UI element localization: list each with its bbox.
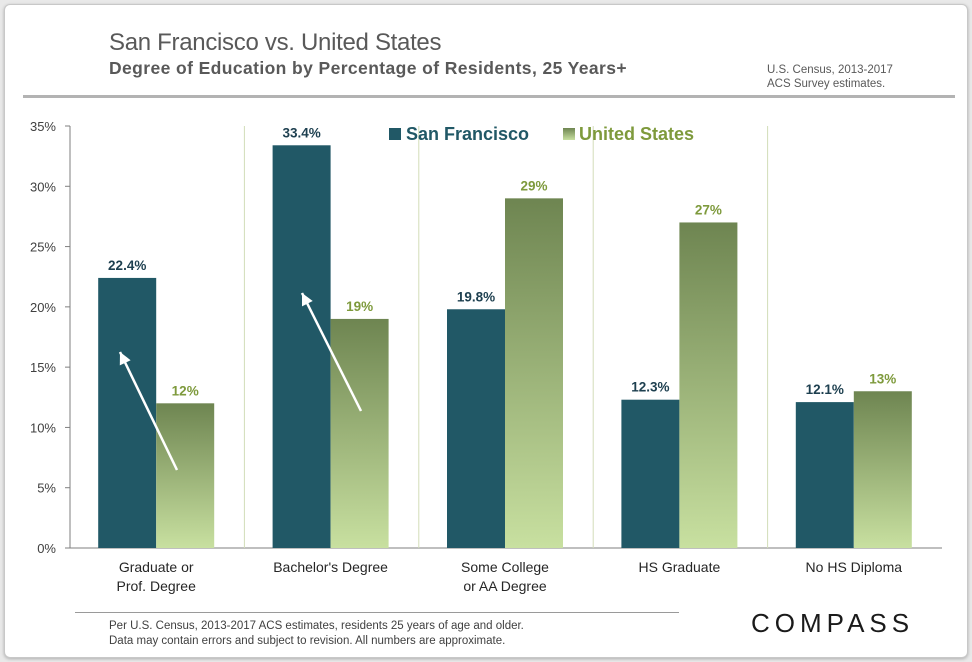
chart-frame: San Francisco vs. United States Degree o… [4,4,968,658]
legend-label-san-francisco: San Francisco [406,124,529,144]
y-tick-label: 0% [37,541,56,556]
source-note: U.S. Census, 2013-2017 ACS Survey estima… [767,63,893,91]
bar-san-francisco [98,277,157,548]
data-label-united-states: 29% [520,178,547,193]
bar-united-states [853,391,912,548]
y-tick-label: 35% [30,119,56,134]
data-label-san-francisco: 33.4% [282,125,320,140]
header-divider [23,95,955,98]
x-category-label: Graduate or [119,559,194,575]
data-label-united-states: 27% [695,202,722,217]
data-label-united-states: 19% [346,299,373,314]
chart-title: San Francisco vs. United States [109,29,442,56]
trend-arrow-head [302,293,313,307]
bar-san-francisco [447,309,505,548]
data-label-san-francisco: 19.8% [457,289,495,304]
bar-san-francisco [621,399,680,548]
bar-united-states [156,403,215,548]
footer-line-2: Data may contain errors and subject to r… [109,635,506,647]
data-label-united-states: 12% [172,383,199,398]
x-category-label: Some College [461,559,549,575]
bar-san-francisco [795,402,854,548]
x-category-label: Bachelor's Degree [273,559,388,575]
y-tick-label: 20% [30,300,56,315]
footer-divider [75,612,679,613]
trend-arrow-line [118,351,179,471]
data-label-united-states: 13% [869,371,896,386]
bar-united-states [679,222,738,548]
data-label-san-francisco: 12.3% [631,380,669,395]
y-tick-label: 15% [30,360,56,375]
x-category-label: Prof. Degree [117,578,197,594]
bar-united-states [330,318,389,548]
legend-label-united-states: United States [579,124,694,144]
x-category-label: No HS Diploma [806,559,903,575]
legend-swatch-united-states [563,128,575,140]
source-line-1: U.S. Census, 2013-2017 [767,64,893,76]
y-tick-label: 25% [30,240,56,255]
footer-line-1: Per U.S. Census, 2013-2017 ACS estimates… [109,620,524,632]
compass-logo: COMPASS [751,608,915,638]
chart-subtitle: Degree of Education by Percentage of Res… [109,58,628,78]
trend-arrow-head [119,352,131,366]
x-category-label: HS Graduate [639,559,721,575]
y-tick-label: 5% [37,481,56,496]
y-tick-label: 10% [30,420,56,435]
data-label-san-francisco: 22.4% [108,258,146,273]
legend-swatch-san-francisco [389,128,401,140]
bar-san-francisco [272,145,331,548]
y-tick-label: 30% [30,179,56,194]
x-category-label: or AA Degree [463,578,546,594]
data-label-san-francisco: 12.1% [806,382,844,397]
bar-united-states [505,198,563,549]
trend-arrow-line [300,292,363,412]
source-line-2: ACS Survey estimates. [767,78,886,90]
footer-note: Per U.S. Census, 2013-2017 ACS estimates… [109,619,524,649]
